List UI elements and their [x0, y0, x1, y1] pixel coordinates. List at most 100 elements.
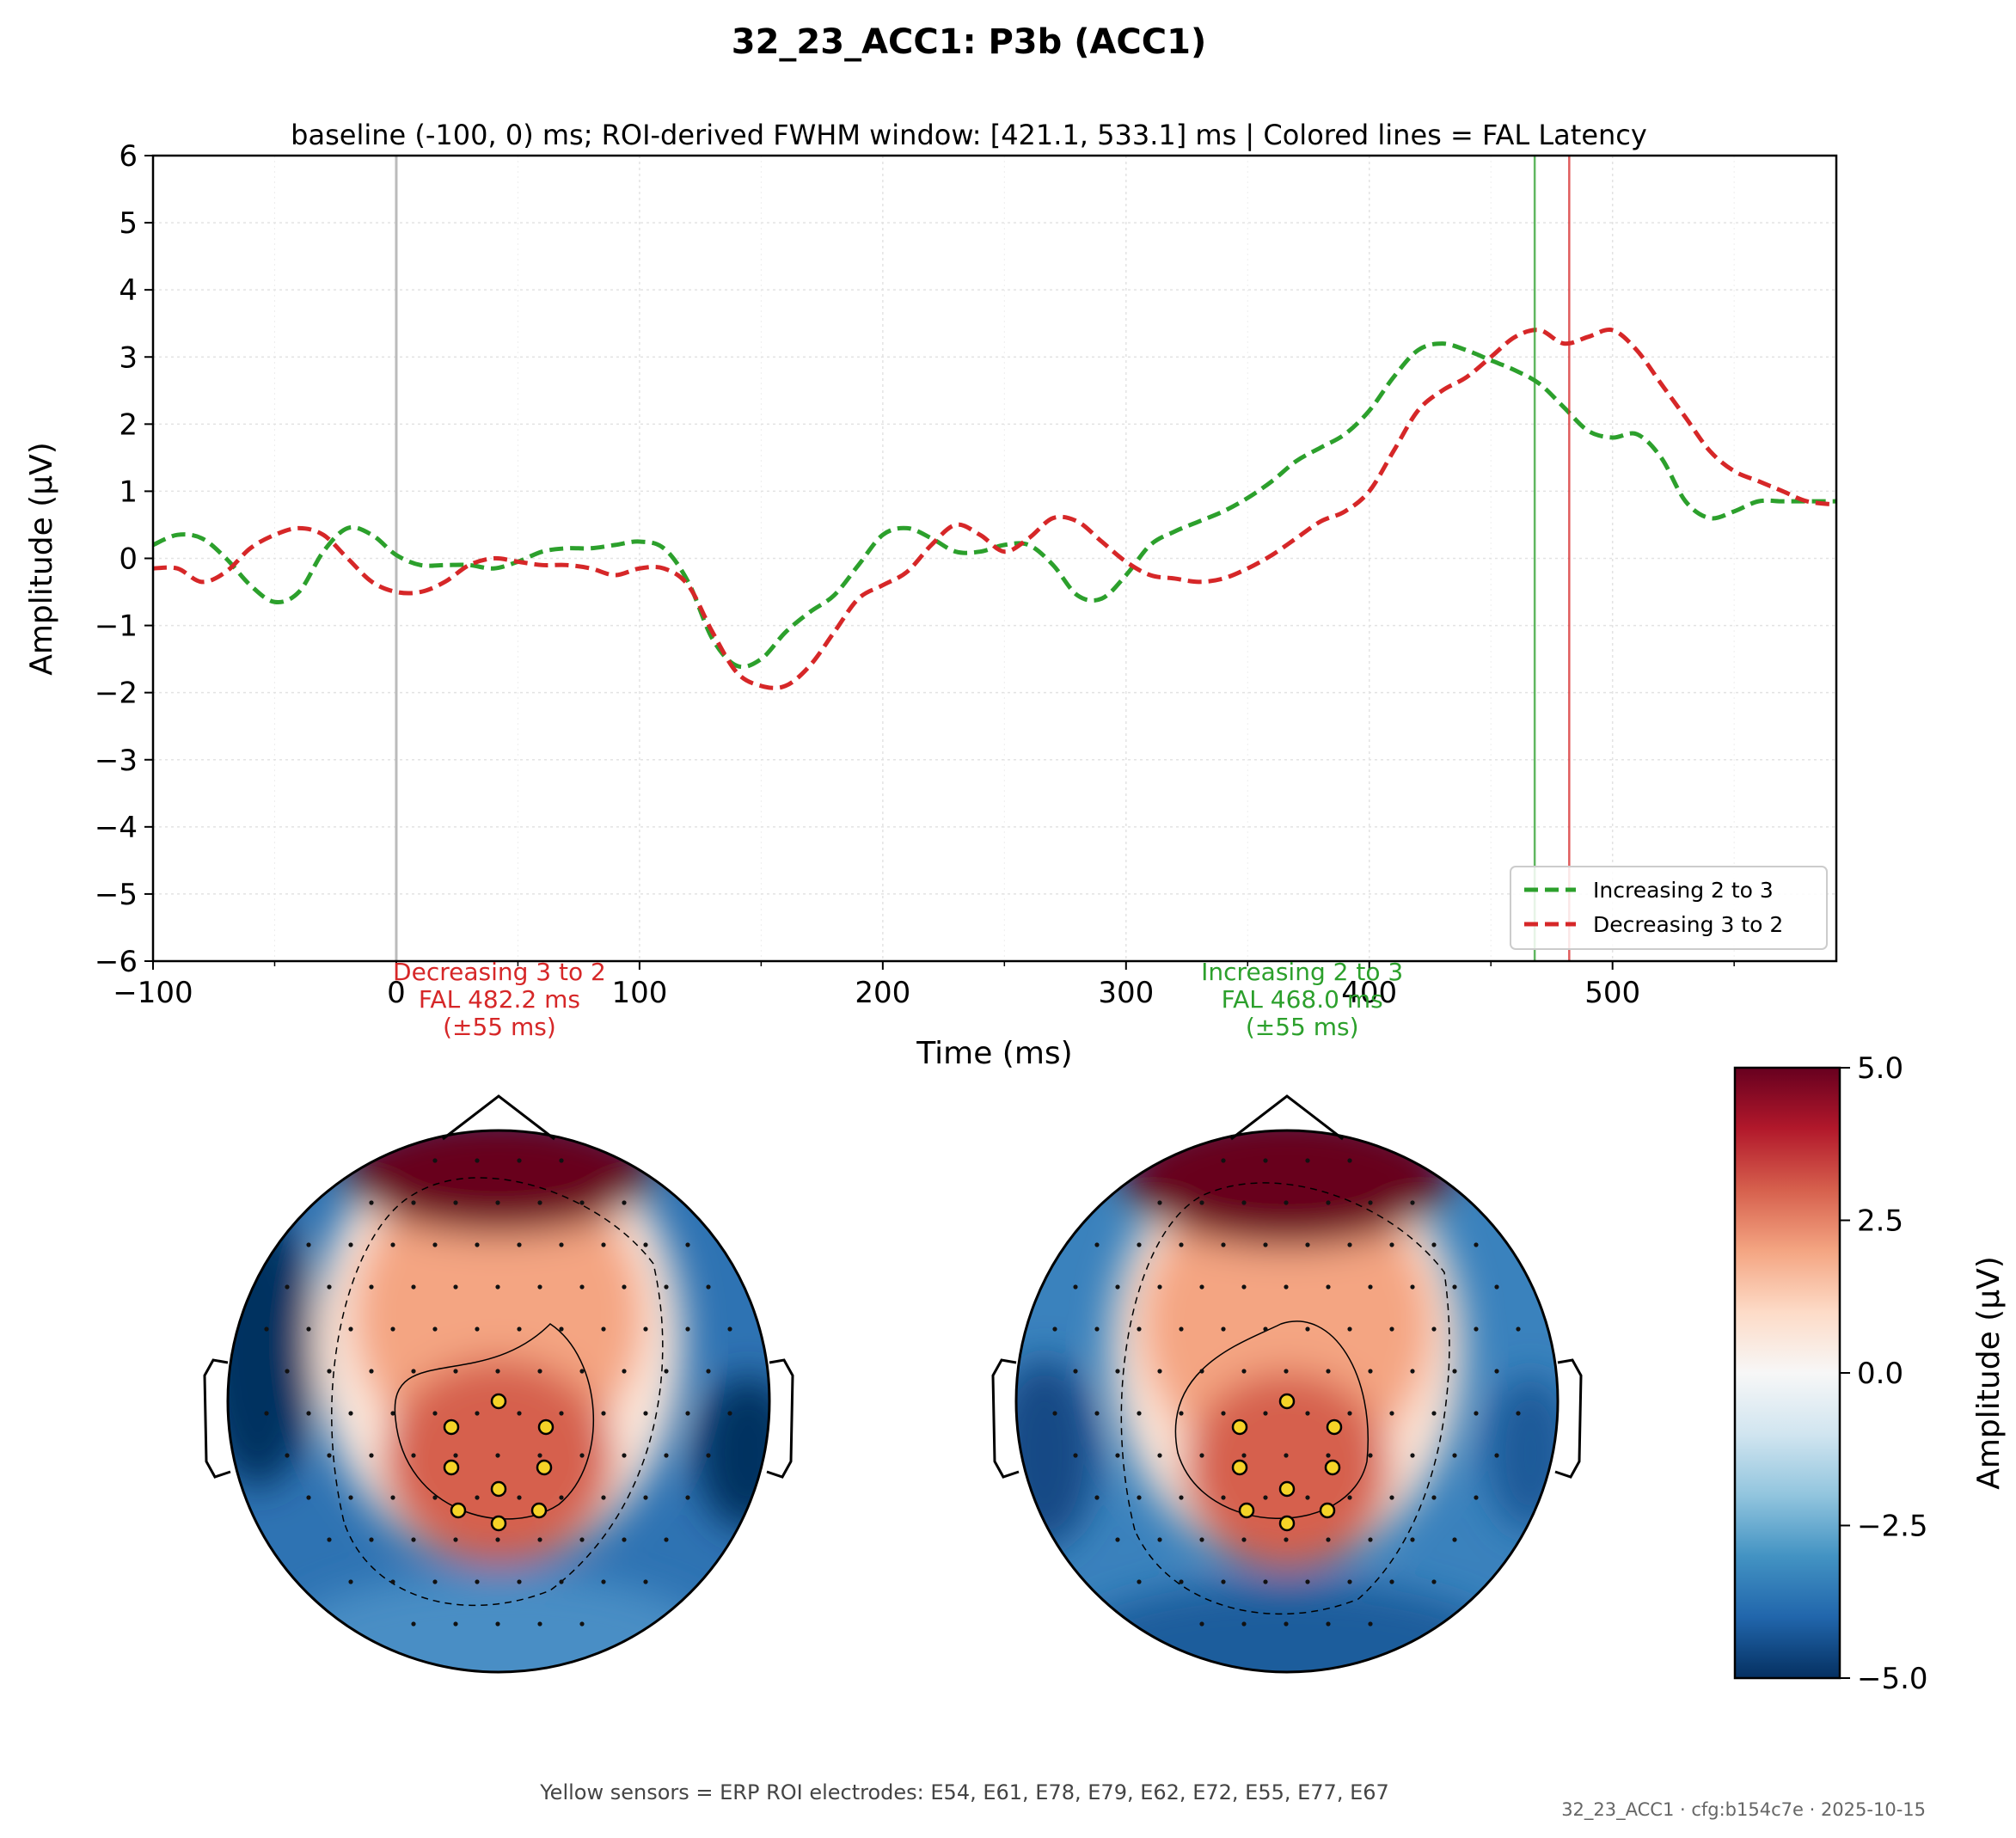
- sensor-dot: [1389, 1411, 1394, 1416]
- sensor-dot: [1347, 1242, 1352, 1247]
- x-tick-label: 400: [1341, 976, 1397, 1010]
- sensor-dots: [264, 1158, 732, 1627]
- sensor-dot: [1474, 1326, 1479, 1332]
- roi-electrode: [1278, 1515, 1296, 1532]
- sensor-dot: [537, 1284, 542, 1290]
- sensor-dot: [685, 1411, 690, 1416]
- sensor-dot: [622, 1453, 627, 1458]
- sensor-dot: [1137, 1411, 1142, 1416]
- x-axis-label: Time (ms): [916, 1036, 1072, 1071]
- sensor-dot: [1474, 1242, 1479, 1247]
- sensor-dot: [1221, 1579, 1226, 1584]
- sensor-dot: [1073, 1453, 1078, 1458]
- sensor-dot: [622, 1369, 627, 1374]
- sensor-dot: [622, 1284, 627, 1290]
- sensor-dot: [1494, 1453, 1499, 1458]
- sensor-dot: [579, 1621, 585, 1627]
- x-axis: −100 0 100 200 300 400 500: [113, 961, 1735, 1010]
- sensor-dot: [1326, 1200, 1331, 1205]
- sensor-dot: [1452, 1284, 1457, 1290]
- roi-electrode: [1326, 1418, 1343, 1436]
- sensor-dot: [369, 1453, 374, 1458]
- sensor-dot: [1157, 1537, 1162, 1542]
- sensor-dot: [559, 1411, 564, 1416]
- latency-marker-label: Increasing 2 to 3: [1201, 958, 1403, 986]
- latency-marker-label: FAL 482.2 ms: [419, 985, 580, 1014]
- y-tick-label: 1: [119, 475, 138, 509]
- sensor-dot: [390, 1326, 395, 1332]
- x-tick-label: 300: [1098, 976, 1154, 1010]
- sensor-dot: [1263, 1411, 1268, 1416]
- sensor-dot: [1284, 1453, 1289, 1458]
- y-tick-label: 0: [119, 542, 138, 577]
- colorbar: 5.0 2.5 0.0 −2.5 −5.0 Amplitude (µV): [1733, 1051, 2007, 1696]
- footer-stamp: 32_23_ACC1 · cfg:b154c7e · 2025-10-15: [1561, 1799, 1926, 1821]
- sensor-dot: [685, 1242, 690, 1247]
- series-lines: [153, 328, 1836, 690]
- y-tick-label: 4: [119, 273, 138, 308]
- sensor-dot: [1199, 1453, 1204, 1458]
- sensor-dot: [411, 1537, 416, 1542]
- sensor-dot: [706, 1453, 711, 1458]
- sensor-dot: [1221, 1242, 1226, 1247]
- sensor-dot: [1179, 1579, 1184, 1584]
- sensor-dot: [1094, 1242, 1100, 1247]
- sensor-dot: [1199, 1369, 1204, 1374]
- sensor-dot: [390, 1411, 395, 1416]
- sensor-dot: [727, 1411, 732, 1416]
- sensor-dot: [1305, 1579, 1310, 1584]
- ear-left-outline: [991, 1358, 1020, 1479]
- sensor-dot: [537, 1537, 542, 1542]
- sensor-dot: [432, 1411, 438, 1416]
- roi-electrode: [443, 1418, 460, 1436]
- sensor-dot: [369, 1537, 374, 1542]
- sensor-dot: [1221, 1158, 1226, 1163]
- sensor-dot: [1389, 1242, 1394, 1247]
- sensor-dot: [559, 1579, 564, 1584]
- roi-sensors: [1231, 1393, 1343, 1532]
- y-tick-label: 2: [119, 407, 138, 442]
- sensor-dot: [1241, 1284, 1247, 1290]
- sensor-dot: [1052, 1326, 1057, 1332]
- nose-outline: [442, 1094, 555, 1141]
- sensor-dot: [453, 1369, 458, 1374]
- x-tick-label: 200: [855, 976, 910, 1010]
- sensor-dot: [348, 1579, 353, 1584]
- sensor-dot: [1431, 1411, 1437, 1416]
- series-line-1: [153, 328, 1836, 690]
- sensor-dot: [1431, 1579, 1437, 1584]
- sensor-dot: [1410, 1537, 1415, 1542]
- sensor-dot: [1052, 1411, 1057, 1416]
- sensor-dot: [706, 1284, 711, 1290]
- sensor-dot: [264, 1326, 269, 1332]
- sensor-dot: [1410, 1284, 1415, 1290]
- sensor-dot: [475, 1579, 480, 1584]
- sensor-dot: [1199, 1284, 1204, 1290]
- sensor-dot: [517, 1326, 522, 1332]
- sensor-dot: [432, 1158, 438, 1163]
- sensor-dot: [1073, 1284, 1078, 1290]
- sensor-dot: [1137, 1495, 1142, 1500]
- sensor-dot: [1368, 1537, 1373, 1542]
- sensor-dot: [601, 1326, 606, 1332]
- sensor-dot: [1263, 1579, 1268, 1584]
- topomap-decreasing: [203, 1094, 794, 1674]
- roi-electrode: [443, 1459, 460, 1476]
- sensor-dot: [1157, 1369, 1162, 1374]
- sensor-dots: [1052, 1158, 1521, 1627]
- sensor-dot: [390, 1579, 395, 1584]
- sensor-dot: [1284, 1284, 1289, 1290]
- y-axis: −6 −5 −4 −3 −2 −1 0 1 2 3 4 5 6: [95, 139, 153, 979]
- contour-line: [331, 1177, 664, 1607]
- sensor-dot: [495, 1200, 500, 1205]
- sensor-dot: [643, 1326, 648, 1332]
- sensor-dot: [1179, 1242, 1184, 1247]
- sensor-dot: [1516, 1326, 1521, 1332]
- sensor-dot: [579, 1369, 585, 1374]
- sensor-dot: [1368, 1453, 1373, 1458]
- y-tick-label: −2: [95, 677, 138, 711]
- sensor-dot: [306, 1242, 311, 1247]
- latency-marker-label: (±55 ms): [1246, 1013, 1359, 1041]
- sensor-dot: [306, 1495, 311, 1500]
